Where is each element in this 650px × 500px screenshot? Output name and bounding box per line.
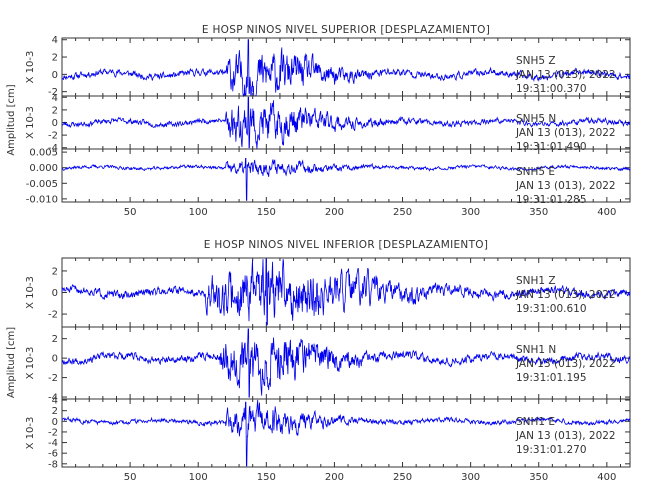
y-tick-label: -0.005 <box>26 179 58 190</box>
y-tick-label: 0 <box>52 354 58 365</box>
seismogram-panel: -4 -2 0 2 X 10-3 SNH1 N JAN 13 (013), 2022 19:3… <box>25 326 631 404</box>
chart-title: E HOSP NINOS NIVEL SUPERIOR [DESPLAZAMIE… <box>202 24 490 36</box>
scale-factor-label: X 10-3 <box>25 51 36 84</box>
y-tick-label: 2 <box>52 53 58 64</box>
y-axis-label: Amplitud [cm] <box>6 327 17 398</box>
trace-annotation: SNH1 E <box>516 416 555 428</box>
trace-annotation: JAN 13 (013), 2022 <box>515 180 616 192</box>
trace-annotation: 19:31:01.490 <box>516 141 587 153</box>
x-tick-label: 350 <box>529 207 548 218</box>
trace-annotation: 19:31:01.285 <box>516 194 587 206</box>
x-tick-label: 250 <box>393 207 412 218</box>
trace-annotation: 19:31:00.610 <box>516 303 587 315</box>
trace-annotation: SNH1 Z <box>516 275 556 287</box>
scale-factor-label: X 10-3 <box>25 276 36 309</box>
y-tick-label: -4 <box>48 143 58 154</box>
y-tick-label: 0 <box>52 118 58 129</box>
trace-annotation: 19:31:01.195 <box>516 372 587 384</box>
panel-frame <box>61 398 631 468</box>
x-tick-label: 250 <box>393 472 412 483</box>
y-tick-label: -4 <box>48 438 58 449</box>
y-tick-label: -2 <box>48 310 58 321</box>
scale-factor-label: X 10-3 <box>25 106 36 139</box>
trace-annotation: 19:31:01.270 <box>516 444 587 456</box>
waveform-trace <box>61 399 631 467</box>
y-axis-label: Amplitud [cm] <box>6 84 17 155</box>
x-tick-label: 400 <box>597 472 616 483</box>
trace-annotation: SNH1 N <box>516 344 556 356</box>
y-tick-label: 2 <box>52 105 58 116</box>
x-tick-label: 200 <box>325 472 344 483</box>
trace-annotation: SNH5 Z <box>516 55 556 67</box>
y-tick-label: -2 <box>48 87 58 98</box>
scale-factor-label: X 10-3 <box>25 347 36 380</box>
x-tick-label: 100 <box>189 472 208 483</box>
y-tick-label: 4 <box>52 35 58 46</box>
y-tick-label: -2 <box>48 373 58 384</box>
upper-level-chart: E HOSP NINOS NIVEL SUPERIOR [DESPLAZAMIE… <box>6 24 631 218</box>
x-tick-label: 400 <box>597 207 616 218</box>
x-tick-label: 50 <box>124 472 137 483</box>
y-tick-label: -8 <box>48 459 58 470</box>
waveform-trace <box>61 258 631 326</box>
lower-level-chart: E HOSP NINOS NIVEL INFERIOR [DESPLAZAMIE… <box>6 239 631 483</box>
y-tick-label: 0.005 <box>29 148 58 159</box>
waveform-trace <box>61 157 631 201</box>
waveform-trace <box>61 328 631 398</box>
y-tick-label: -0.010 <box>26 194 58 205</box>
trace-annotation: JAN 13 (013), 2022 <box>515 430 616 442</box>
y-tick-label: -2 <box>48 131 58 142</box>
x-tick-label: 200 <box>325 207 344 218</box>
x-tick-label: 50 <box>124 207 137 218</box>
panel-frame <box>61 148 631 203</box>
x-tick-label: 300 <box>461 472 480 483</box>
chart-title: E HOSP NINOS NIVEL INFERIOR [DESPLAZAMIE… <box>204 239 489 251</box>
waveform-trace <box>61 39 631 98</box>
x-tick-label: 150 <box>257 472 276 483</box>
trace-annotation: JAN 13 (013), 2022 <box>515 127 616 139</box>
trace-annotation: SNH5 E <box>516 166 555 178</box>
y-tick-label: -6 <box>48 449 58 460</box>
y-tick-label: -2 <box>48 427 58 438</box>
x-tick-label: 300 <box>461 207 480 218</box>
waveform-trace <box>61 96 631 150</box>
scale-factor-label: X 10-3 <box>25 417 36 450</box>
y-tick-label: 0.000 <box>29 163 58 174</box>
trace-annotation: 19:31:00.370 <box>516 83 587 95</box>
y-tick-label: 0 <box>52 417 58 428</box>
seismogram-panel: -2 0 2 4 X 10-3 SNH5 Z JAN 13 (013), 2022 19:31… <box>25 35 631 98</box>
trace-annotation: JAN 13 (013), 2022 <box>515 289 616 301</box>
trace-annotation: SNH5 N <box>516 113 556 125</box>
seismogram-panel: -2 0 2 X 10-3 SNH1 Z JAN 13 (013), 2022 19:31:… <box>25 257 631 328</box>
seismogram-panel: -4-2 0 24 X 10-3 SNH5 N JAN 13 (013), 2022 19:… <box>25 93 631 154</box>
y-tick-label: 0 <box>52 70 58 81</box>
y-tick-label: -4 <box>48 393 58 404</box>
x-tick-label: 350 <box>529 472 548 483</box>
y-tick-label: 2 <box>52 334 58 345</box>
x-tick-label: 150 <box>257 207 276 218</box>
y-tick-label: 2 <box>52 406 58 417</box>
x-tick-label: 100 <box>189 207 208 218</box>
y-tick-label: 4 <box>52 93 58 104</box>
trace-annotation: JAN 13 (013), 2022 <box>515 358 616 370</box>
y-tick-label: 4 <box>52 396 58 407</box>
y-tick-label: 0 <box>52 288 58 299</box>
y-tick-label: 2 <box>52 266 58 277</box>
trace-annotation: JAN 13 (013), 2022 <box>515 69 616 81</box>
seismogram-panel: -0.010 -0.005 0.000 0.005 SNH5 E JAN 13 (013)… <box>26 148 631 206</box>
